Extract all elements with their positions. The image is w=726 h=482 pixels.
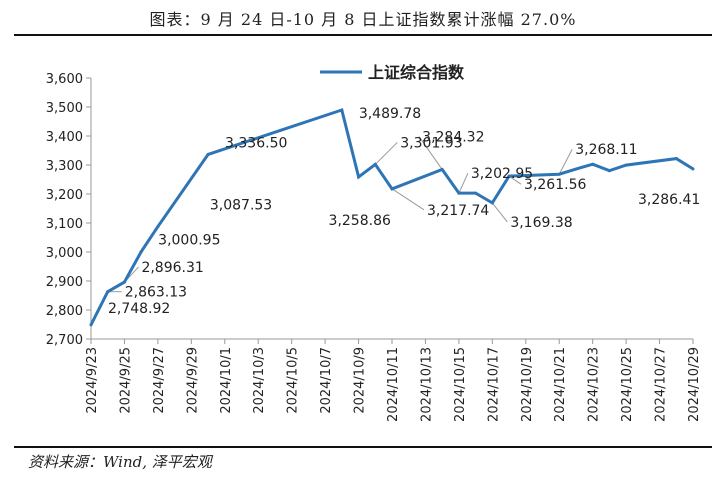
data-label: 2,748.92 <box>108 301 170 317</box>
y-tick-label: 3,600 <box>46 72 83 87</box>
data-label: 3,286.41 <box>638 192 700 208</box>
data-point <box>373 162 377 166</box>
data-label: 3,284.32 <box>422 130 484 146</box>
data-point <box>340 108 344 112</box>
y-tick-label: 3,300 <box>46 159 83 174</box>
series-line-shanghai-composite <box>89 108 694 326</box>
bottom-rule <box>14 446 712 448</box>
x-tick-label: 2024/10/19 <box>520 347 535 422</box>
label-leader-line <box>458 172 469 194</box>
x-tick-label: 2024/10/9 <box>353 347 368 414</box>
data-label: 2,896.31 <box>141 260 203 276</box>
x-tick-label: 2024/10/1 <box>219 347 234 414</box>
y-tick-label: 3,500 <box>46 101 83 116</box>
x-axis: 2024/9/23 2024/9/25 2024/9/27 2024/9/29 2024… <box>85 338 702 422</box>
x-tick-label: 2024/10/17 <box>486 347 501 422</box>
x-tick-label: 2024/10/3 <box>252 347 267 414</box>
data-point <box>139 250 143 254</box>
x-tick-label: 2024/10/11 <box>386 347 401 422</box>
x-tick-label: 2024/9/27 <box>152 347 167 414</box>
y-axis: 2,700 2,800 2,900 3,000 3,100 3,200 3,300 3,400… <box>46 72 92 348</box>
source-note: 资料来源：Wind, 泽平宏观 <box>28 453 212 471</box>
data-label: 3,000.95 <box>158 233 220 249</box>
data-point <box>591 162 595 166</box>
y-tick-label: 2,700 <box>46 333 83 348</box>
data-point <box>440 168 444 172</box>
label-leader-line <box>391 188 425 211</box>
data-label: 3,258.86 <box>329 213 391 229</box>
data-point <box>490 201 494 205</box>
data-label: 3,268.11 <box>575 142 637 158</box>
data-point <box>390 187 394 191</box>
y-tick-label: 2,900 <box>46 275 83 290</box>
line-chart: 2,700 2,800 2,900 3,000 3,100 3,200 3,300 3,400… <box>46 63 702 422</box>
data-point <box>474 191 478 195</box>
x-tick-label: 2024/10/7 <box>319 347 334 414</box>
data-point <box>206 152 210 156</box>
y-tick-label: 2,800 <box>46 304 83 319</box>
x-tick-label: 2024/10/25 <box>620 347 635 422</box>
data-point <box>607 169 611 173</box>
legend: 上证综合指数 <box>320 63 465 82</box>
x-tick-label: 2024/10/29 <box>687 347 702 422</box>
data-point <box>457 191 461 195</box>
x-tick-label: 2024/10/23 <box>587 347 602 422</box>
x-tick-label: 2024/10/27 <box>654 347 669 422</box>
x-tick-label: 2024/10/15 <box>453 347 468 422</box>
data-point <box>89 323 93 327</box>
data-point <box>106 290 110 294</box>
data-label: 3,301.93 <box>400 135 462 151</box>
x-tick-label: 2024/10/13 <box>419 347 434 422</box>
data-point <box>507 174 511 178</box>
leader-lines <box>107 136 573 293</box>
y-tick-label: 3,000 <box>46 246 83 261</box>
data-labels: 2,748.922,863.13 2,896.31 3,000.95 3,087.53… <box>89 106 700 327</box>
legend-label: 上证综合指数 <box>368 63 465 82</box>
top-rule <box>14 34 712 36</box>
data-label: 2,863.13 <box>125 285 187 301</box>
label-leader-line <box>418 136 443 170</box>
data-point <box>574 167 578 171</box>
data-label: 3,261.56 <box>524 177 586 193</box>
y-tick-label: 3,100 <box>46 217 83 232</box>
data-point <box>674 157 678 161</box>
data-point <box>624 163 628 167</box>
label-leader-line <box>491 202 508 223</box>
x-tick-label: 2024/10/21 <box>553 347 568 422</box>
data-label: 3,202.95 <box>471 166 533 182</box>
chart-title: 图表：9 月 24 日-10 月 8 日上证指数累计涨幅 27.0% <box>149 10 577 29</box>
y-tick-label: 3,400 <box>46 130 83 145</box>
x-tick-label: 2024/9/29 <box>185 347 200 414</box>
y-tick-label: 3,200 <box>46 188 83 203</box>
data-point <box>557 172 561 176</box>
data-label: 3,087.53 <box>210 198 272 214</box>
data-point <box>156 225 160 229</box>
data-label: 3,217.74 <box>427 203 489 219</box>
data-label: 3,489.78 <box>359 106 421 122</box>
x-tick-label: 2024/9/23 <box>85 347 100 414</box>
data-point <box>357 175 361 179</box>
label-leader-line <box>374 142 398 165</box>
data-point <box>691 167 695 171</box>
data-point <box>122 280 126 284</box>
label-leader-line <box>558 149 573 175</box>
data-label: 3,336.50 <box>225 135 287 151</box>
data-label: 3,169.38 <box>510 215 572 231</box>
x-tick-label: 2024/9/25 <box>118 347 133 414</box>
x-tick-label: 2024/10/5 <box>286 347 301 414</box>
